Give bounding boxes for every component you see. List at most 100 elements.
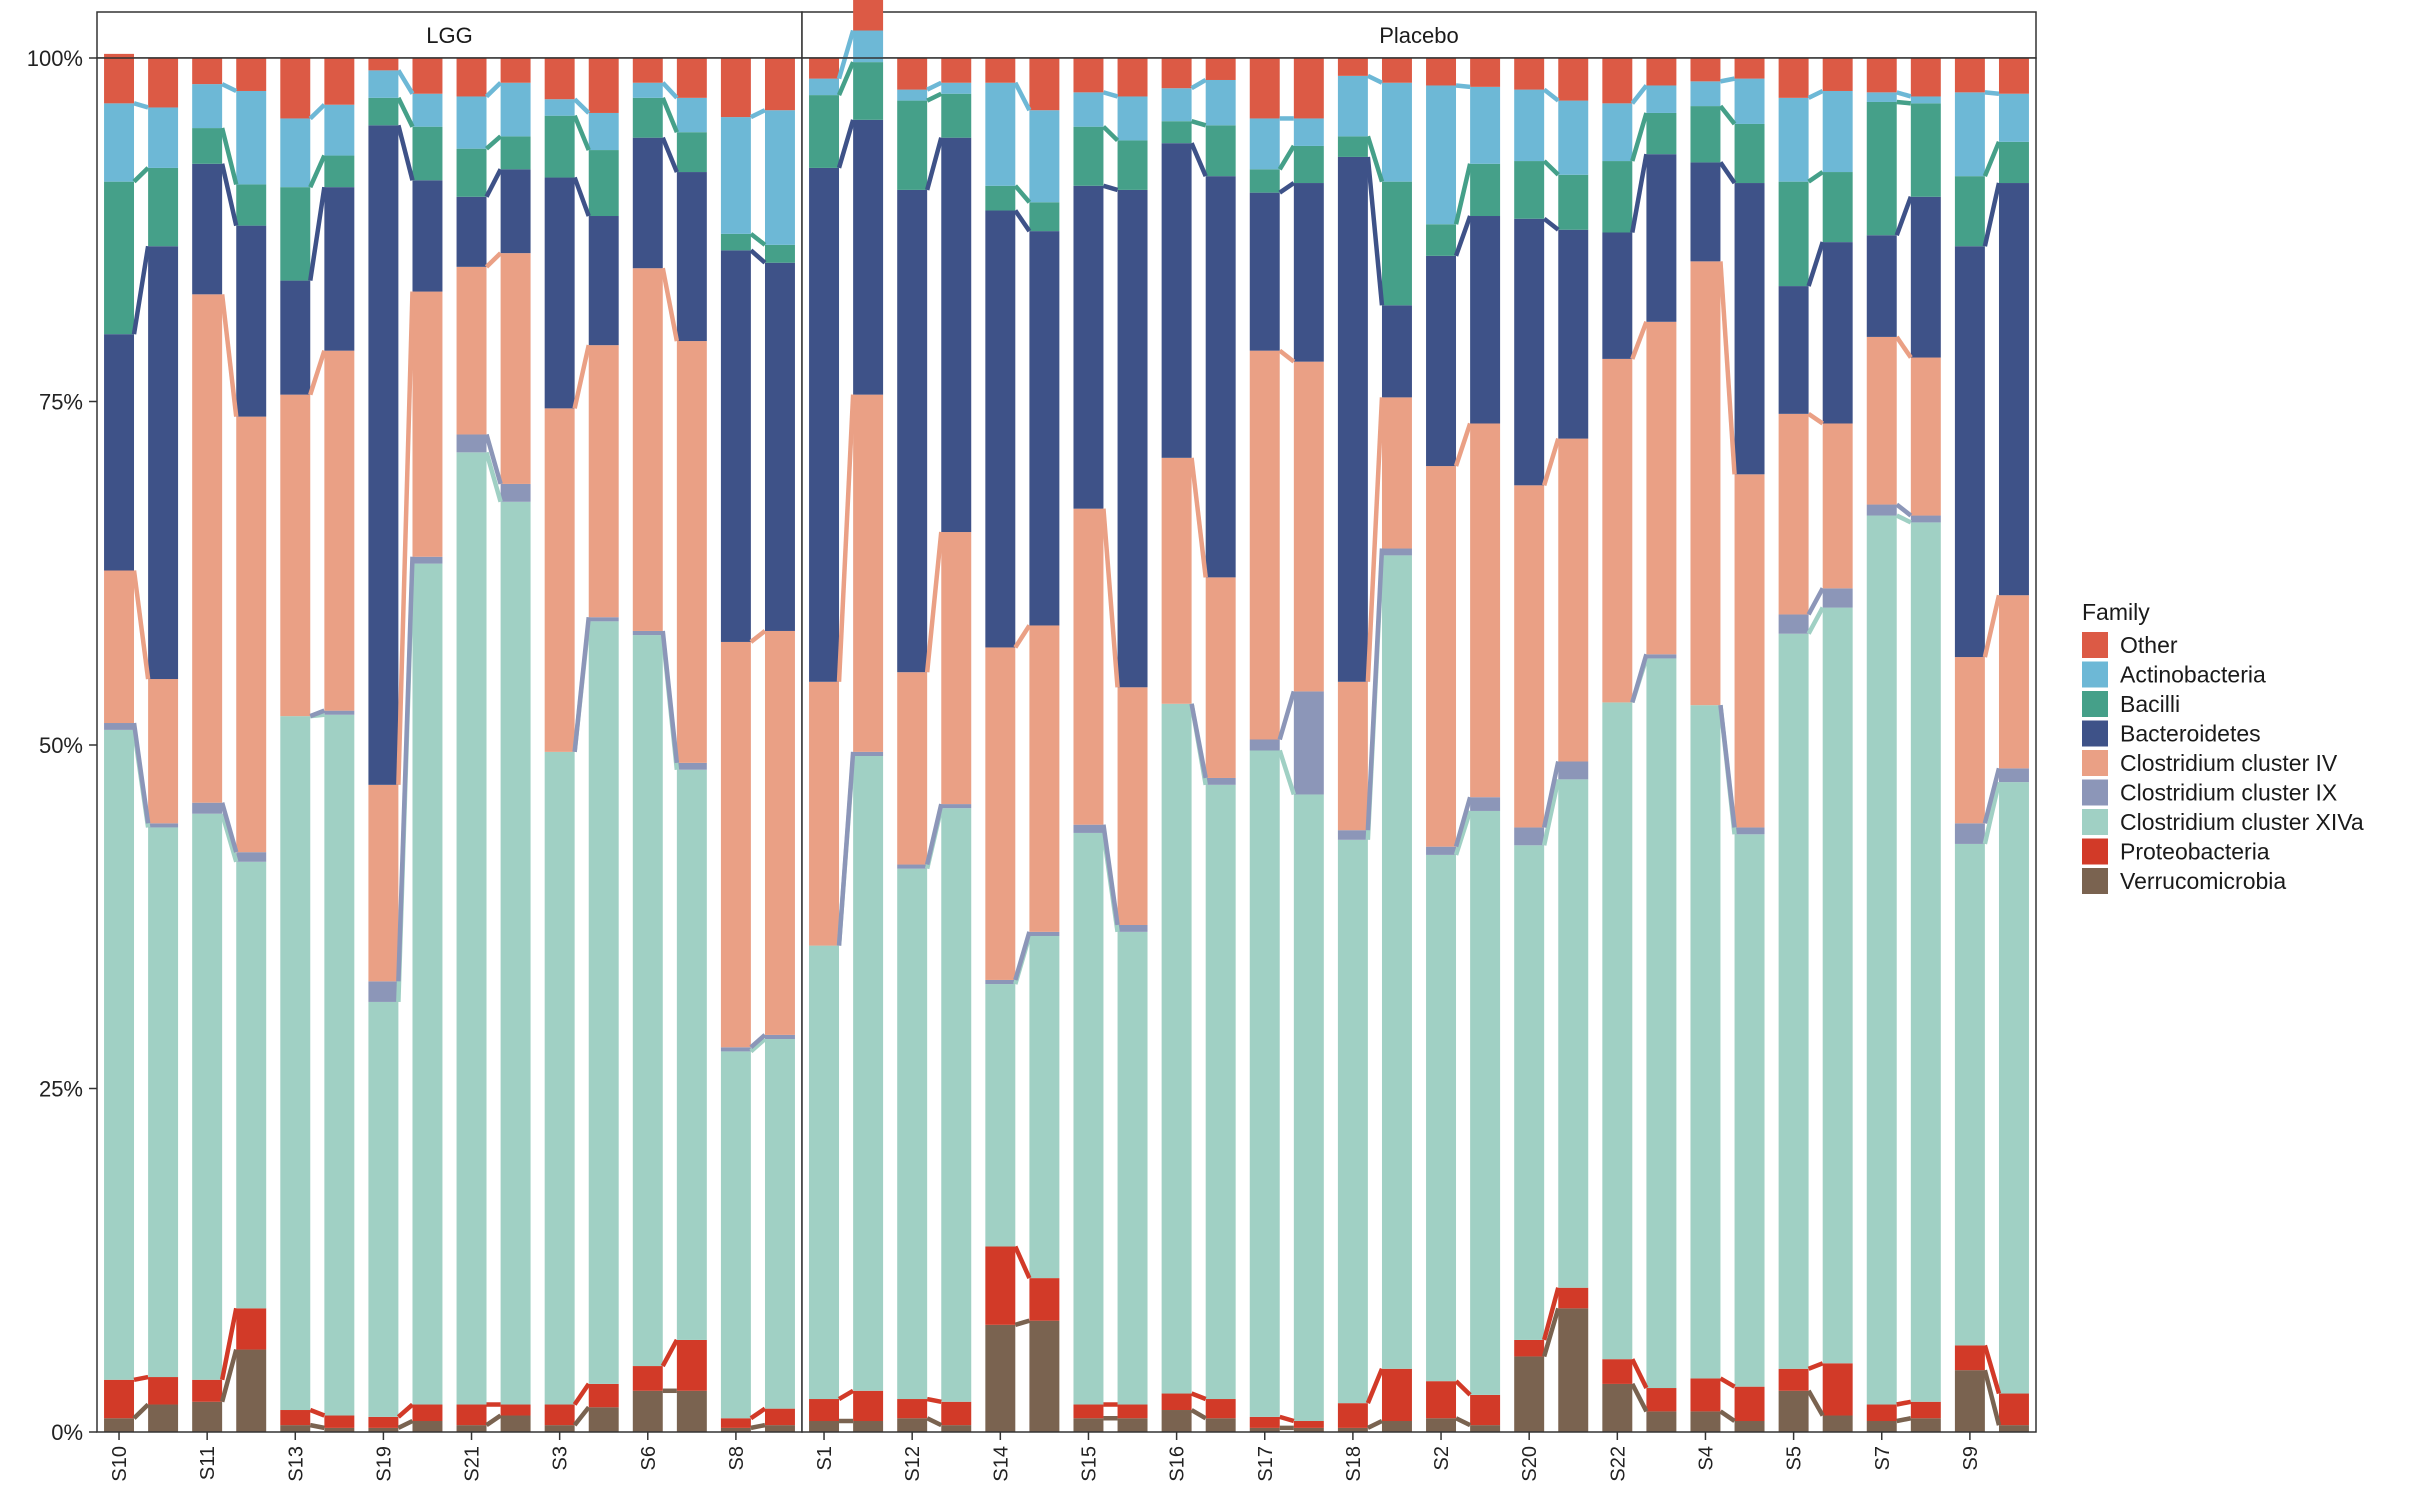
connector-s18-bacilli xyxy=(1365,135,1385,183)
bar-segment-s7-1-bacteroidetes xyxy=(1866,235,1897,337)
bar-segment-s1-1-proteobacteria xyxy=(809,1399,840,1422)
connector-s14-verrucomicrobia xyxy=(1014,1318,1031,1327)
bar-segment-s7-1-proteobacteria xyxy=(1866,1404,1897,1422)
bar-segment-s9-2-proteobacteria xyxy=(1998,1393,2029,1426)
bar-segment-s17-1-proteobacteria xyxy=(1249,1416,1280,1428)
connector-s18-proteobacteria xyxy=(1365,1367,1385,1405)
bar-segment-s6-1-clostridium-cluster-iv xyxy=(632,268,663,631)
bar-segment-s3-2-other xyxy=(588,58,619,113)
bar-segment-s18-1-proteobacteria xyxy=(1337,1403,1368,1428)
bar-segment-s8-2-bacteroidetes xyxy=(764,262,795,631)
bar-segment-s13-2-clostridium-cluster-ix xyxy=(324,710,355,715)
bar-segment-s2-2-verrucomicrobia xyxy=(1470,1425,1501,1432)
connector-s13-bacilli xyxy=(308,154,327,189)
bar-segment-s19-1-clostridium-cluster-xiva xyxy=(368,1001,399,1417)
bar-segment-s8-2-clostridium-cluster-iv xyxy=(764,630,795,1035)
bar-segment-s3-1-clostridium-cluster-xiva xyxy=(544,751,575,1405)
bar-segment-s13-2-bacilli xyxy=(324,155,355,188)
connector-s22-proteobacteria xyxy=(1630,1358,1649,1390)
bar-segment-s17-2-proteobacteria xyxy=(1293,1421,1324,1428)
bars xyxy=(104,53,795,1432)
bar-segment-s7-2-other xyxy=(1910,58,1941,97)
connector-s3-verrucomicrobia xyxy=(572,1405,591,1427)
bar-segment-s13-2-proteobacteria xyxy=(324,1415,355,1428)
connector-s1-actinobacteria xyxy=(836,29,856,80)
bar-segment-s1-2-proteobacteria xyxy=(853,1390,884,1422)
bar-segment-s13-2-actinobacteria xyxy=(324,104,355,156)
bar-segment-s5-2-bacteroidetes xyxy=(1822,242,1853,424)
bar-segment-s22-1-clostridium-cluster-iv xyxy=(1602,358,1633,703)
connector-s10-clostridium-cluster-iv xyxy=(131,570,151,680)
bar-segment-s18-1-clostridium-cluster-xiva xyxy=(1337,839,1368,1404)
bar-segment-s7-1-verrucomicrobia xyxy=(1866,1421,1897,1432)
connector-s2-bacilli xyxy=(1453,163,1473,225)
connector-s10-proteobacteria xyxy=(133,1374,149,1382)
connector-s17-clostridium-cluster-xiva xyxy=(1277,749,1296,796)
bar-segment-s8-1-bacilli xyxy=(720,233,751,251)
bar-segment-s11-2-other xyxy=(236,58,267,91)
bar-segment-s22-1-actinobacteria xyxy=(1602,103,1633,162)
connector-s12-actinobacteria xyxy=(926,80,943,92)
bar-segment-s12-1-other xyxy=(897,58,928,90)
legend-item-bacilli: Bacilli xyxy=(2082,691,2180,717)
connector-s20-clostridium-cluster-xiva xyxy=(1541,778,1561,846)
bar-segment-s3-2-bacilli xyxy=(588,150,619,217)
x-tick-label: S2 xyxy=(1431,1446,1453,1470)
bar-segment-s20-2-clostridium-cluster-iv xyxy=(1558,438,1589,762)
bar-segment-s3-1-clostridium-cluster-iv xyxy=(544,408,575,752)
bar-segment-s1-1-bacteroidetes xyxy=(809,167,840,682)
connector-s5-verrucomicrobia xyxy=(1806,1389,1825,1417)
bar-segment-s12-1-clostridium-cluster-xiva xyxy=(897,868,928,1400)
bar-segment-s18-2-other xyxy=(1381,58,1412,83)
connector-s8-actinobacteria xyxy=(749,108,766,120)
x-tick-label: S17 xyxy=(1255,1446,1277,1482)
bar-segment-s8-1-other xyxy=(720,58,751,118)
bar-segment-s17-1-clostridium-cluster-ix xyxy=(1249,739,1280,751)
bar-segment-s16-1-other xyxy=(1161,58,1192,89)
bar-segment-s2-2-actinobacteria xyxy=(1470,86,1501,164)
bar-segment-s14-2-bacteroidetes xyxy=(1029,231,1060,626)
connector-s14-actinobacteria xyxy=(1013,81,1032,112)
connector-s21-clostridium-cluster-xiva xyxy=(484,451,503,503)
y-axis: 0% 25% 50% 75% 100% xyxy=(27,46,97,1445)
bar-segment-s10-1-clostridium-cluster-iv xyxy=(104,570,135,724)
bar-segment-s4-2-actinobacteria xyxy=(1734,78,1765,124)
connector-s1-bacilli xyxy=(836,61,856,96)
bar-segment-s8-2-verrucomicrobia xyxy=(764,1425,795,1432)
connector-s19-actinobacteria xyxy=(396,69,415,95)
bar-segment-s6-2-proteobacteria xyxy=(676,1339,707,1391)
x-tick-label: S20 xyxy=(1519,1446,1541,1482)
bar-segment-s2-1-other xyxy=(1426,58,1457,86)
connector-s15-clostridium-cluster-ix xyxy=(1101,824,1120,926)
bar-segment-s21-2-proteobacteria xyxy=(500,1404,531,1416)
bar-segment-s10-2-bacilli xyxy=(148,167,179,247)
bar-segment-s9-2-actinobacteria xyxy=(1998,93,2029,142)
bar-segment-s8-2-bacilli xyxy=(764,244,795,263)
bar-segment-s10-2-clostridium-cluster-xiva xyxy=(148,827,179,1378)
connector-s4-clostridium-cluster-ix xyxy=(1718,704,1737,828)
connector-s17-bacteroidetes xyxy=(1278,181,1296,195)
bar-segment-s14-2-clostridium-cluster-ix xyxy=(1029,931,1060,936)
legend-label: Other xyxy=(2120,632,2178,658)
bar-segment-s9-2-clostridium-cluster-xiva xyxy=(1998,782,2029,1394)
bar-segment-s15-2-other xyxy=(1117,58,1148,97)
legend-swatch xyxy=(2082,720,2108,747)
bar-segment-s22-2-clostridium-cluster-xiva xyxy=(1646,658,1677,1389)
connector-s12-bacteroidetes xyxy=(924,137,944,191)
bar-segment-s3-1-bacteroidetes xyxy=(544,177,575,409)
bar-segment-s5-2-clostridium-cluster-xiva xyxy=(1822,607,1853,1364)
bar-segment-s4-1-other xyxy=(1690,58,1721,82)
bar-segment-s8-1-actinobacteria xyxy=(720,117,751,234)
bar-segment-s16-1-proteobacteria xyxy=(1161,1393,1192,1411)
bar-segment-s22-1-proteobacteria xyxy=(1602,1359,1633,1384)
connector-s16-clostridium-cluster-iv xyxy=(1189,457,1208,578)
bar-segment-s12-2-clostridium-cluster-xiva xyxy=(941,808,972,1402)
bar-segment-s19-1-clostridium-cluster-iv xyxy=(368,784,399,982)
bar-segment-s20-1-other xyxy=(1514,58,1545,90)
bar-segment-s1-2-bacilli xyxy=(853,62,884,120)
bar-segment-s15-1-bacteroidetes xyxy=(1073,185,1104,509)
bar-segment-s7-2-clostridium-cluster-iv xyxy=(1910,357,1941,516)
bar-segment-s9-1-other xyxy=(1954,58,1985,93)
bar-segment-s10-1-clostridium-cluster-xiva xyxy=(104,729,135,1380)
